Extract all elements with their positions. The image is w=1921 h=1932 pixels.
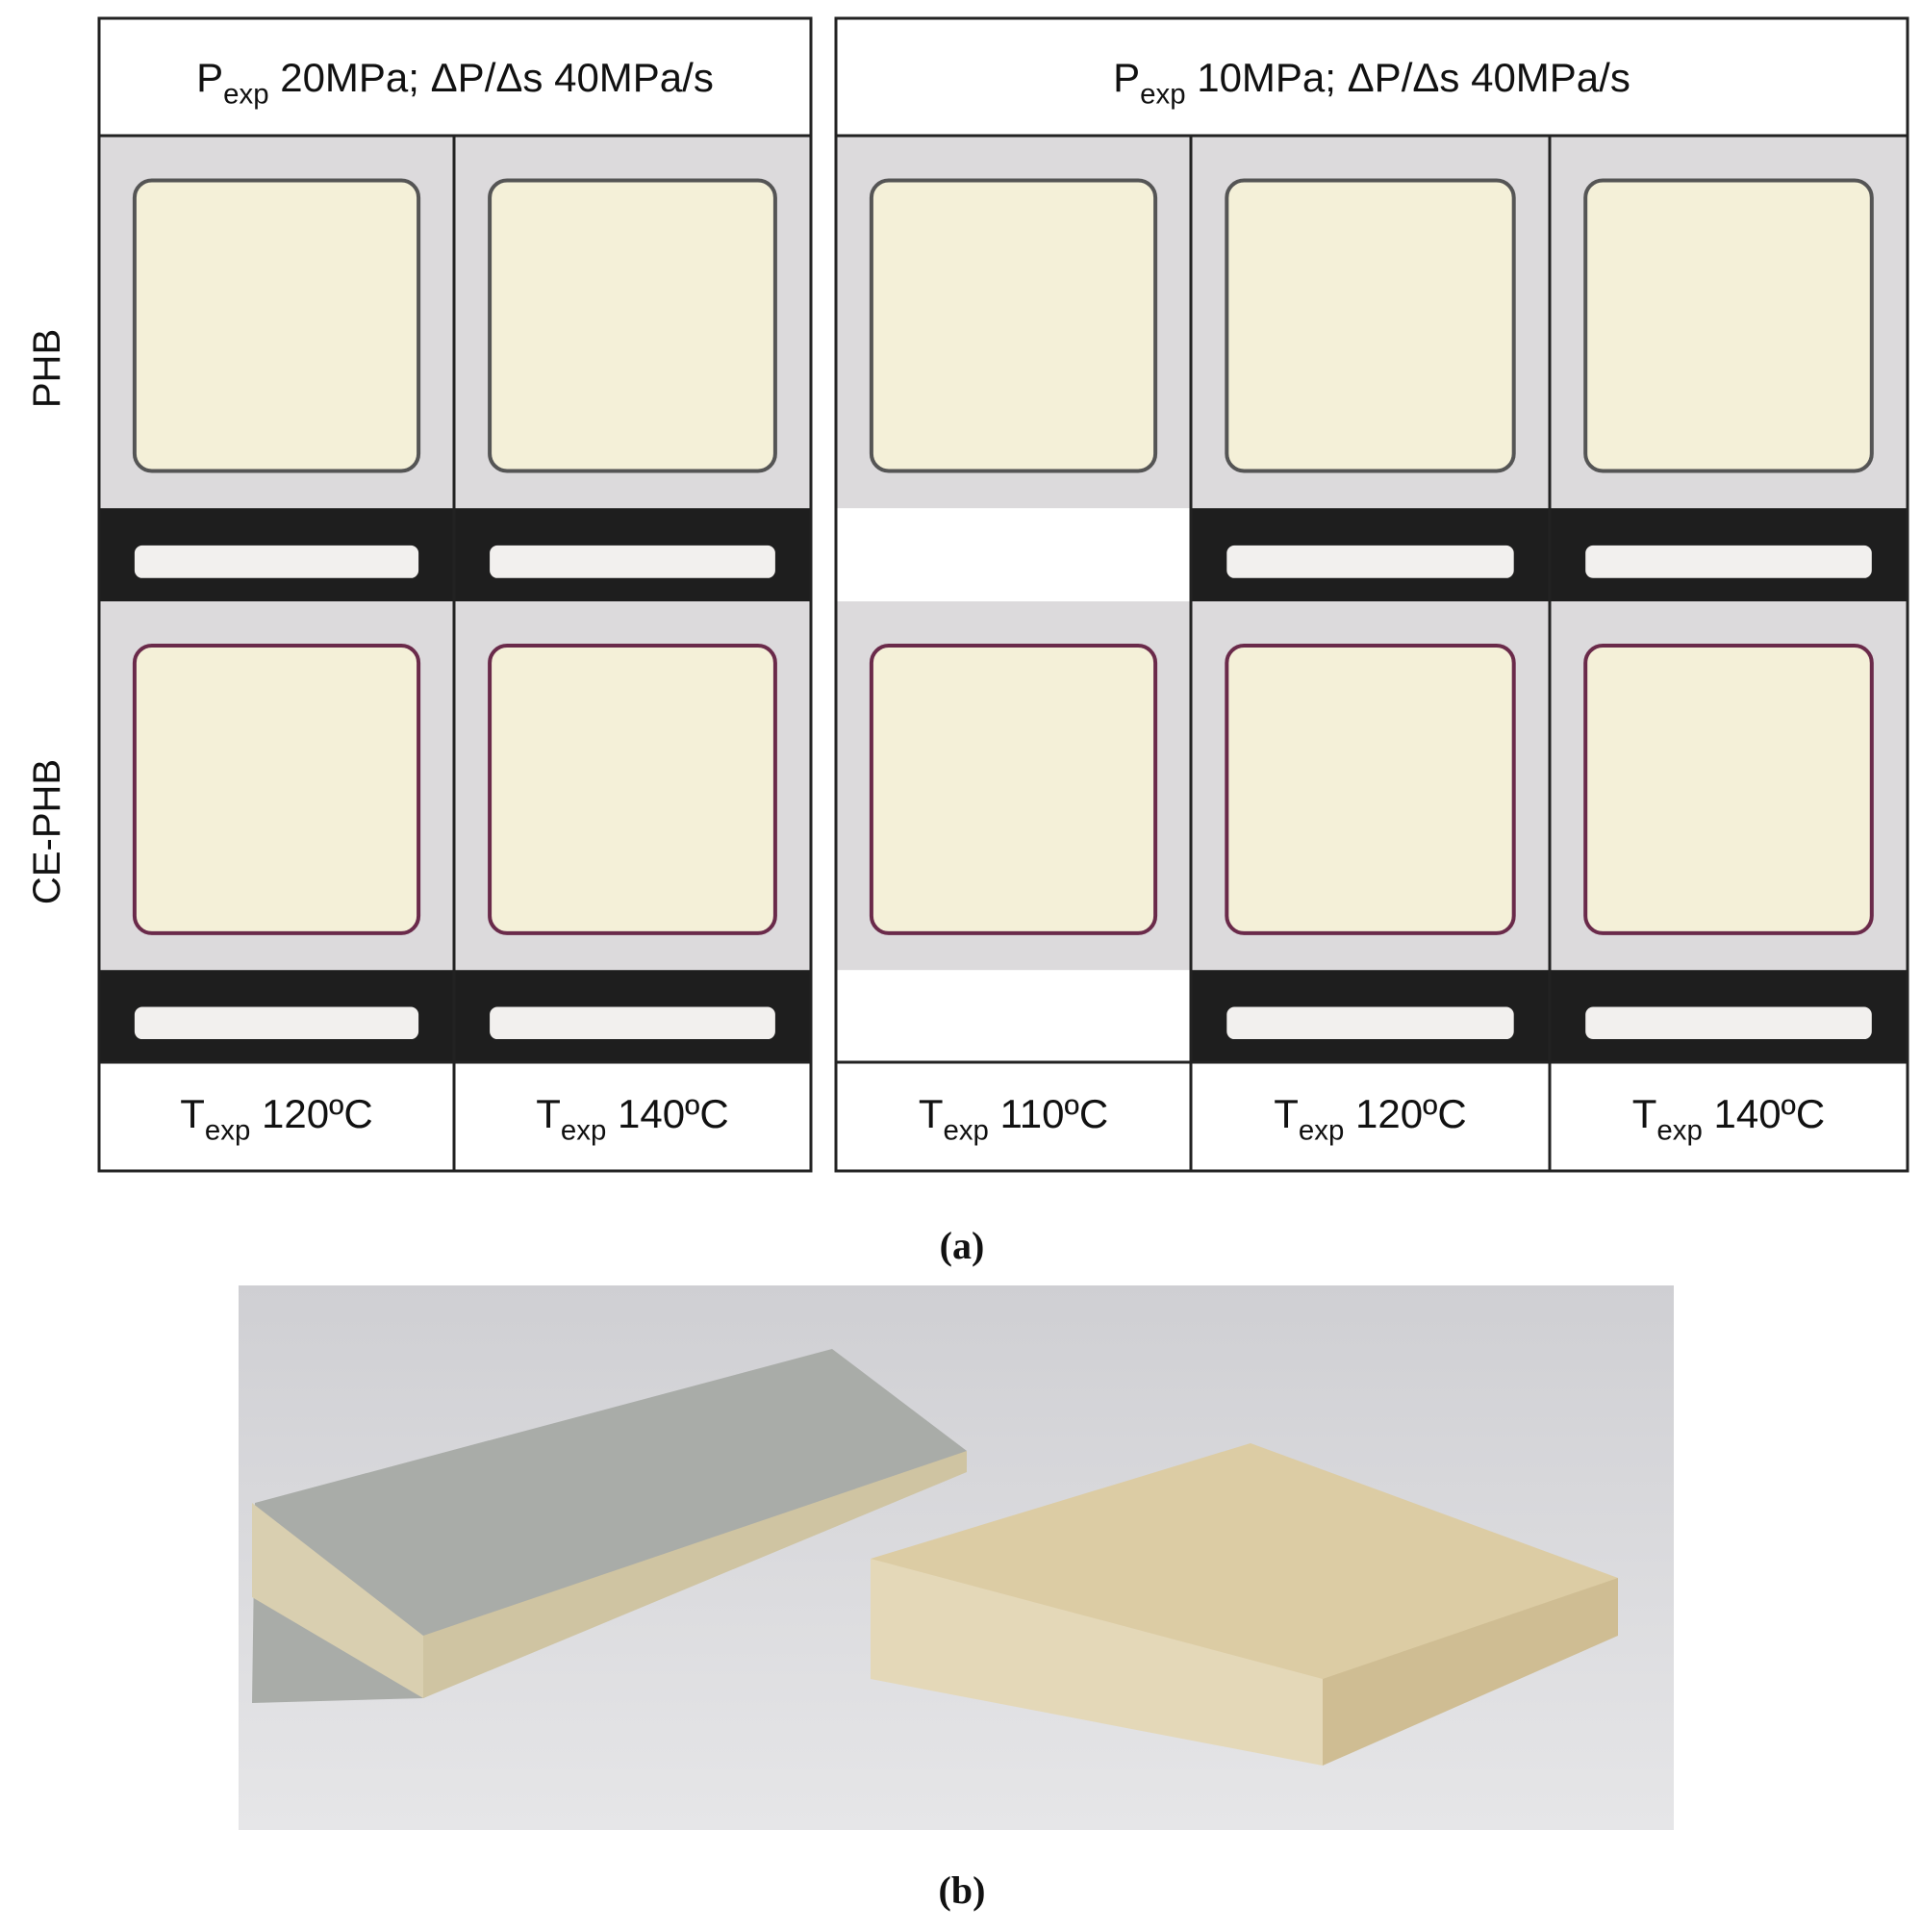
symbol: P [1113, 55, 1140, 100]
sample [1225, 643, 1516, 935]
side-sample [1226, 1006, 1514, 1040]
text: 10MPa; ΔP/Δs 40MPa/s [1186, 55, 1630, 100]
label: Pexp 20MPa; ΔP/Δs 40MPa/s [196, 55, 714, 111]
sample [1225, 178, 1516, 473]
sample-photo [454, 136, 811, 601]
row-label: PHB [26, 329, 68, 408]
sample-photo [454, 601, 811, 1062]
sample-photo [1550, 601, 1908, 1062]
subscript: exp [223, 79, 268, 111]
sample [1583, 643, 1874, 935]
label: Texp 140ºC [536, 1091, 728, 1147]
sample [488, 178, 777, 473]
side-sample [134, 545, 419, 578]
sample-photo [1191, 601, 1550, 1062]
label: Texp 120ºC [180, 1091, 372, 1147]
sample-photo [99, 136, 454, 601]
sample-photo [99, 601, 454, 1062]
sample-photo [836, 601, 1191, 971]
sample [869, 643, 1158, 935]
subscript: exp [205, 1115, 250, 1147]
subscript: exp [561, 1115, 606, 1147]
symbol: T [536, 1091, 561, 1136]
sample [132, 643, 421, 935]
sample [869, 178, 1158, 473]
caption-b: (b) [939, 1868, 986, 1912]
text: 20MPa; ΔP/Δs 40MPa/s [269, 55, 714, 100]
label: Pexp 10MPa; ΔP/Δs 40MPa/s [1113, 55, 1630, 111]
subscript: exp [1140, 79, 1185, 111]
text: 110ºC [989, 1091, 1108, 1136]
sample [488, 643, 777, 935]
symbol: T [1632, 1091, 1657, 1136]
text: 140ºC [1703, 1091, 1825, 1136]
label: Texp 120ºC [1274, 1091, 1466, 1147]
symbol: T [180, 1091, 205, 1136]
caption-a: (a) [940, 1224, 985, 1267]
sample [132, 178, 421, 473]
symbol: T [919, 1091, 944, 1136]
photo-b [239, 1285, 1674, 1830]
text: 120ºC [1344, 1091, 1466, 1136]
side-sample [134, 1006, 419, 1040]
row-label: CE-PHB [26, 759, 68, 904]
side-sample [490, 1006, 775, 1040]
table-border [834, 16, 1909, 1173]
label: Texp 140ºC [1632, 1091, 1825, 1147]
text: 140ºC [606, 1091, 728, 1136]
symbol: P [196, 55, 223, 100]
sample-photo [1550, 136, 1908, 601]
sample-photo [1191, 136, 1550, 601]
side-sample [1226, 545, 1514, 578]
subscript: exp [943, 1115, 988, 1147]
label: Texp 110ºC [919, 1091, 1108, 1147]
symbol: T [1274, 1091, 1299, 1136]
subscript: exp [1656, 1115, 1702, 1147]
side-sample [490, 545, 775, 578]
sample-photo [836, 136, 1191, 509]
subscript: exp [1299, 1115, 1344, 1147]
side-sample [1585, 545, 1872, 578]
side-sample [1585, 1006, 1872, 1040]
sample [1583, 178, 1874, 473]
text: 120ºC [250, 1091, 372, 1136]
